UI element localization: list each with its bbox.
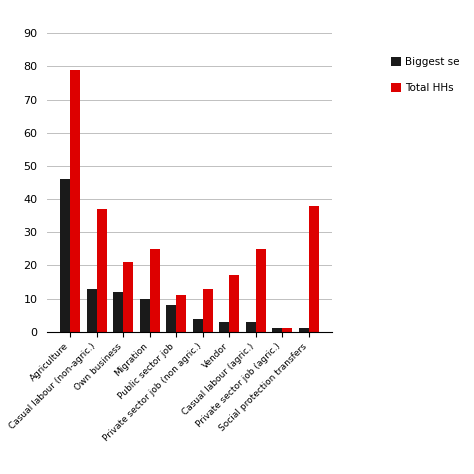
Bar: [299, 328, 309, 332]
Bar: [272, 328, 283, 332]
Bar: [113, 292, 123, 332]
Bar: [87, 289, 97, 332]
Bar: [60, 179, 71, 332]
Bar: [246, 322, 256, 332]
Bar: [140, 299, 150, 332]
Bar: [219, 322, 229, 332]
Bar: [283, 328, 292, 332]
Bar: [176, 295, 186, 332]
Bar: [71, 70, 81, 332]
Legend: Biggest se, Total HHs: Biggest se, Total HHs: [387, 53, 464, 97]
Bar: [256, 249, 266, 332]
Bar: [123, 262, 134, 332]
Bar: [97, 209, 107, 332]
Bar: [193, 319, 203, 332]
Bar: [229, 275, 239, 332]
Bar: [150, 249, 160, 332]
Bar: [203, 289, 213, 332]
Bar: [309, 206, 319, 332]
Bar: [166, 305, 176, 332]
